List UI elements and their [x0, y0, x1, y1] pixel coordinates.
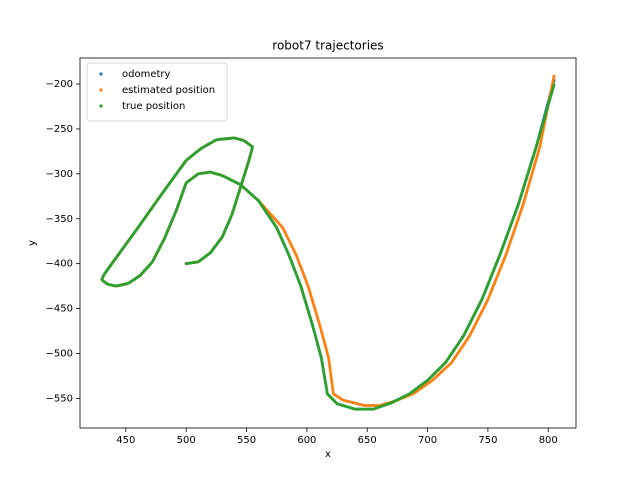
- y-tick-label: −200: [46, 79, 73, 90]
- y-tick-label: −350: [46, 214, 73, 225]
- x-tick-label: 650: [358, 435, 377, 446]
- x-tick-label: 550: [237, 435, 256, 446]
- legend-label: estimated position: [122, 85, 215, 96]
- legend-label: odometry: [122, 69, 171, 80]
- x-axis-label: x: [325, 449, 331, 460]
- legend-marker: [99, 104, 103, 108]
- x-tick-label: 750: [478, 435, 497, 446]
- legend-marker: [99, 72, 103, 76]
- y-tick-label: −400: [46, 259, 73, 270]
- x-tick-label: 450: [116, 435, 135, 446]
- y-tick-label: −250: [46, 124, 73, 135]
- y-tick-label: −500: [46, 348, 73, 359]
- y-tick-label: −550: [46, 393, 73, 404]
- y-tick-label: −450: [46, 304, 73, 315]
- x-tick-label: 500: [177, 435, 196, 446]
- legend-box: [86, 62, 228, 122]
- chart-title: robot7 trajectories: [272, 39, 383, 53]
- plot-frame: [79, 57, 577, 429]
- x-tick-label: 600: [297, 435, 316, 446]
- x-tick-label: 800: [539, 435, 558, 446]
- legend-label: true position: [122, 101, 185, 112]
- trajectory-core: [100, 83, 556, 411]
- y-tick-label: −300: [46, 169, 73, 180]
- x-tick-label: 700: [418, 435, 437, 446]
- legend-marker: [99, 88, 103, 92]
- y-axis-label: y: [27, 240, 38, 246]
